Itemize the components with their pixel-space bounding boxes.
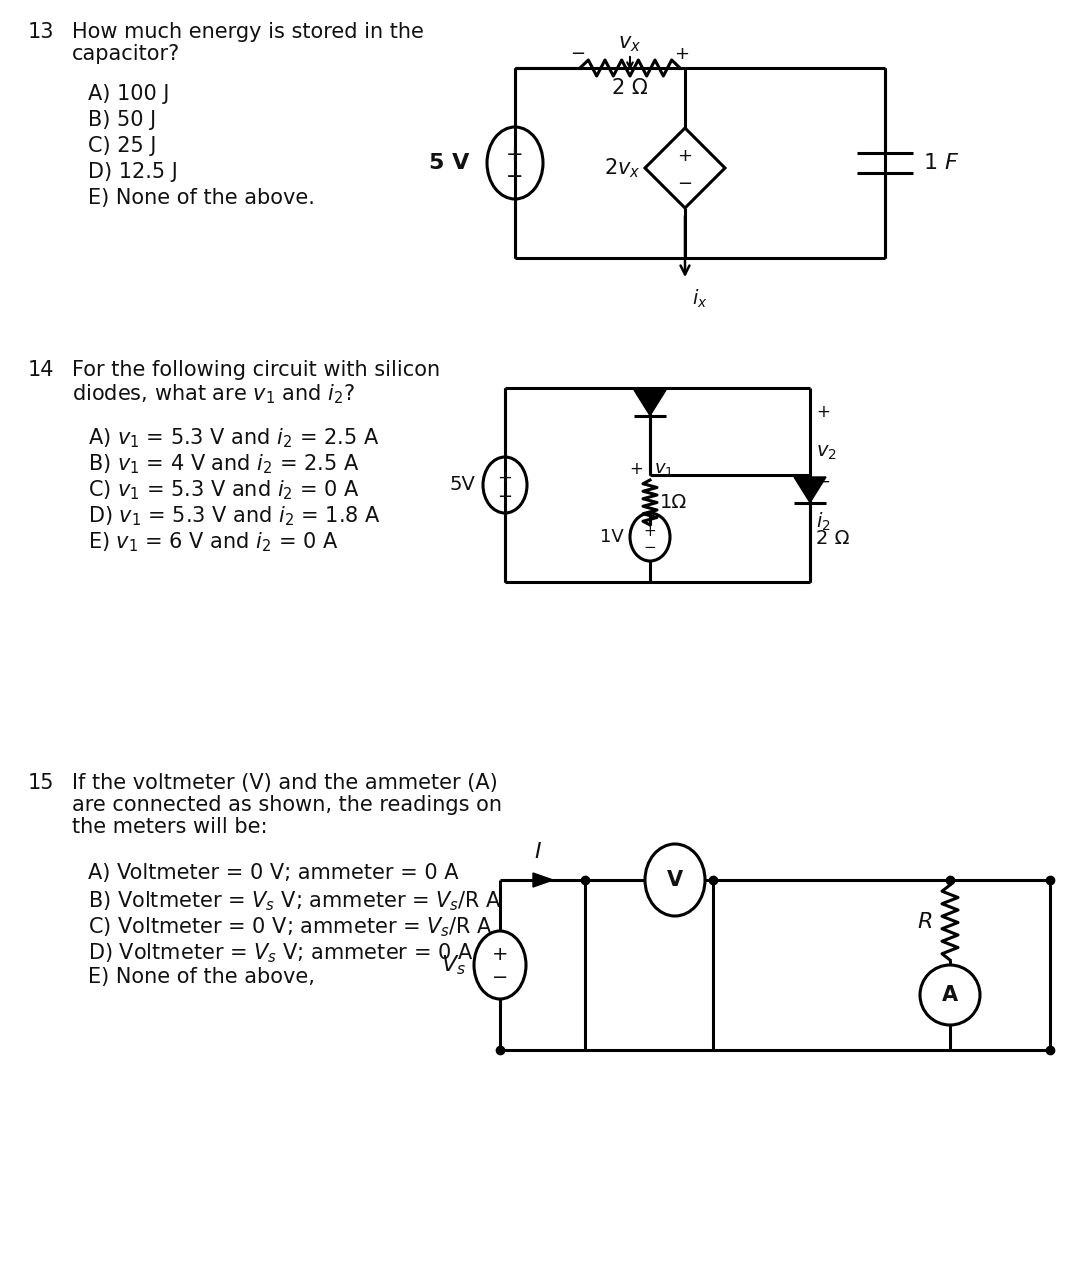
Text: $V_s$: $V_s$ bbox=[441, 954, 465, 977]
Text: capacitor?: capacitor? bbox=[72, 45, 180, 64]
Text: E) None of the above,: E) None of the above, bbox=[87, 966, 315, 987]
Text: 5V: 5V bbox=[449, 476, 475, 495]
Text: 5 V: 5 V bbox=[429, 153, 469, 173]
Text: R: R bbox=[917, 913, 933, 932]
Text: D) $v_1$ = 5.3 V and $i_2$ = 1.8 A: D) $v_1$ = 5.3 V and $i_2$ = 1.8 A bbox=[87, 504, 380, 528]
Text: 1Ω: 1Ω bbox=[660, 493, 687, 513]
Text: B) $v_1$ = 4 V and $i_2$ = 2.5 A: B) $v_1$ = 4 V and $i_2$ = 2.5 A bbox=[87, 453, 360, 476]
Text: +: + bbox=[491, 946, 509, 964]
Text: A) Voltmeter = 0 V; ammeter = 0 A: A) Voltmeter = 0 V; ammeter = 0 A bbox=[87, 863, 459, 884]
Polygon shape bbox=[794, 477, 826, 502]
Text: the meters will be:: the meters will be: bbox=[72, 817, 268, 836]
Text: $v_x$: $v_x$ bbox=[619, 34, 642, 54]
Text: For the following circuit with silicon: For the following circuit with silicon bbox=[72, 360, 441, 380]
Text: +: + bbox=[644, 524, 657, 538]
Text: B) Voltmeter = $V_s$ V; ammeter = $V_s$/R A: B) Voltmeter = $V_s$ V; ammeter = $V_s$/… bbox=[87, 889, 502, 913]
Text: −: − bbox=[677, 175, 692, 193]
Text: +: + bbox=[675, 45, 689, 62]
Text: E) None of the above.: E) None of the above. bbox=[87, 187, 315, 208]
Text: $\mathit{1\ F}$: $\mathit{1\ F}$ bbox=[923, 153, 959, 173]
Text: I: I bbox=[535, 842, 541, 862]
Text: −: − bbox=[816, 473, 829, 491]
Text: −: − bbox=[570, 45, 585, 62]
Text: $v_2$: $v_2$ bbox=[816, 442, 837, 462]
Text: +: + bbox=[498, 469, 513, 487]
Text: 15: 15 bbox=[28, 773, 54, 793]
Text: −: − bbox=[644, 539, 657, 555]
Text: $i_2$: $i_2$ bbox=[816, 510, 831, 533]
Text: +: + bbox=[816, 403, 829, 421]
Text: C) 25 J: C) 25 J bbox=[87, 136, 157, 156]
Text: −: − bbox=[507, 167, 524, 187]
Text: A) 100 J: A) 100 J bbox=[87, 84, 170, 105]
Polygon shape bbox=[634, 390, 666, 416]
Text: 13: 13 bbox=[28, 22, 54, 42]
Text: +: + bbox=[677, 147, 692, 164]
Text: 1V: 1V bbox=[600, 528, 624, 546]
Text: +: + bbox=[507, 145, 524, 164]
Text: $i_x$: $i_x$ bbox=[692, 288, 707, 310]
Text: 2 Ω: 2 Ω bbox=[816, 529, 850, 548]
Text: D) Voltmeter = $V_s$ V; ammeter = 0 A: D) Voltmeter = $V_s$ V; ammeter = 0 A bbox=[87, 941, 473, 965]
Text: E) $v_1$ = 6 V and $i_2$ = 0 A: E) $v_1$ = 6 V and $i_2$ = 0 A bbox=[87, 530, 338, 553]
Polygon shape bbox=[534, 873, 553, 887]
Text: C) $v_1$ = 5.3 V and $i_2$ = 0 A: C) $v_1$ = 5.3 V and $i_2$ = 0 A bbox=[87, 478, 360, 501]
Text: $v_1$: $v_1$ bbox=[654, 460, 674, 478]
Text: B) 50 J: B) 50 J bbox=[87, 110, 157, 130]
Text: −: − bbox=[491, 968, 509, 987]
Text: A: A bbox=[942, 986, 958, 1005]
Text: −: − bbox=[498, 488, 513, 506]
Text: How much energy is stored in the: How much energy is stored in the bbox=[72, 22, 423, 42]
Text: C) Voltmeter = 0 V; ammeter = $V_s$/R A: C) Voltmeter = 0 V; ammeter = $V_s$/R A bbox=[87, 915, 492, 938]
Text: D) 12.5 J: D) 12.5 J bbox=[87, 162, 178, 182]
Text: diodes, what are $\boldsymbol{v_1}$ and $\boldsymbol{i_2}$?: diodes, what are $\boldsymbol{v_1}$ and … bbox=[72, 382, 355, 405]
Text: V: V bbox=[667, 870, 683, 890]
Text: 2 Ω: 2 Ω bbox=[612, 78, 648, 98]
Text: $2v_x$: $2v_x$ bbox=[604, 157, 640, 180]
Text: 14: 14 bbox=[28, 360, 54, 380]
Text: +: + bbox=[629, 460, 643, 478]
Text: are connected as shown, the readings on: are connected as shown, the readings on bbox=[72, 796, 502, 815]
Text: If the voltmeter (V) and the ammeter (A): If the voltmeter (V) and the ammeter (A) bbox=[72, 773, 498, 793]
Text: A) $v_1$ = 5.3 V and $i_2$ = 2.5 A: A) $v_1$ = 5.3 V and $i_2$ = 2.5 A bbox=[87, 426, 379, 450]
